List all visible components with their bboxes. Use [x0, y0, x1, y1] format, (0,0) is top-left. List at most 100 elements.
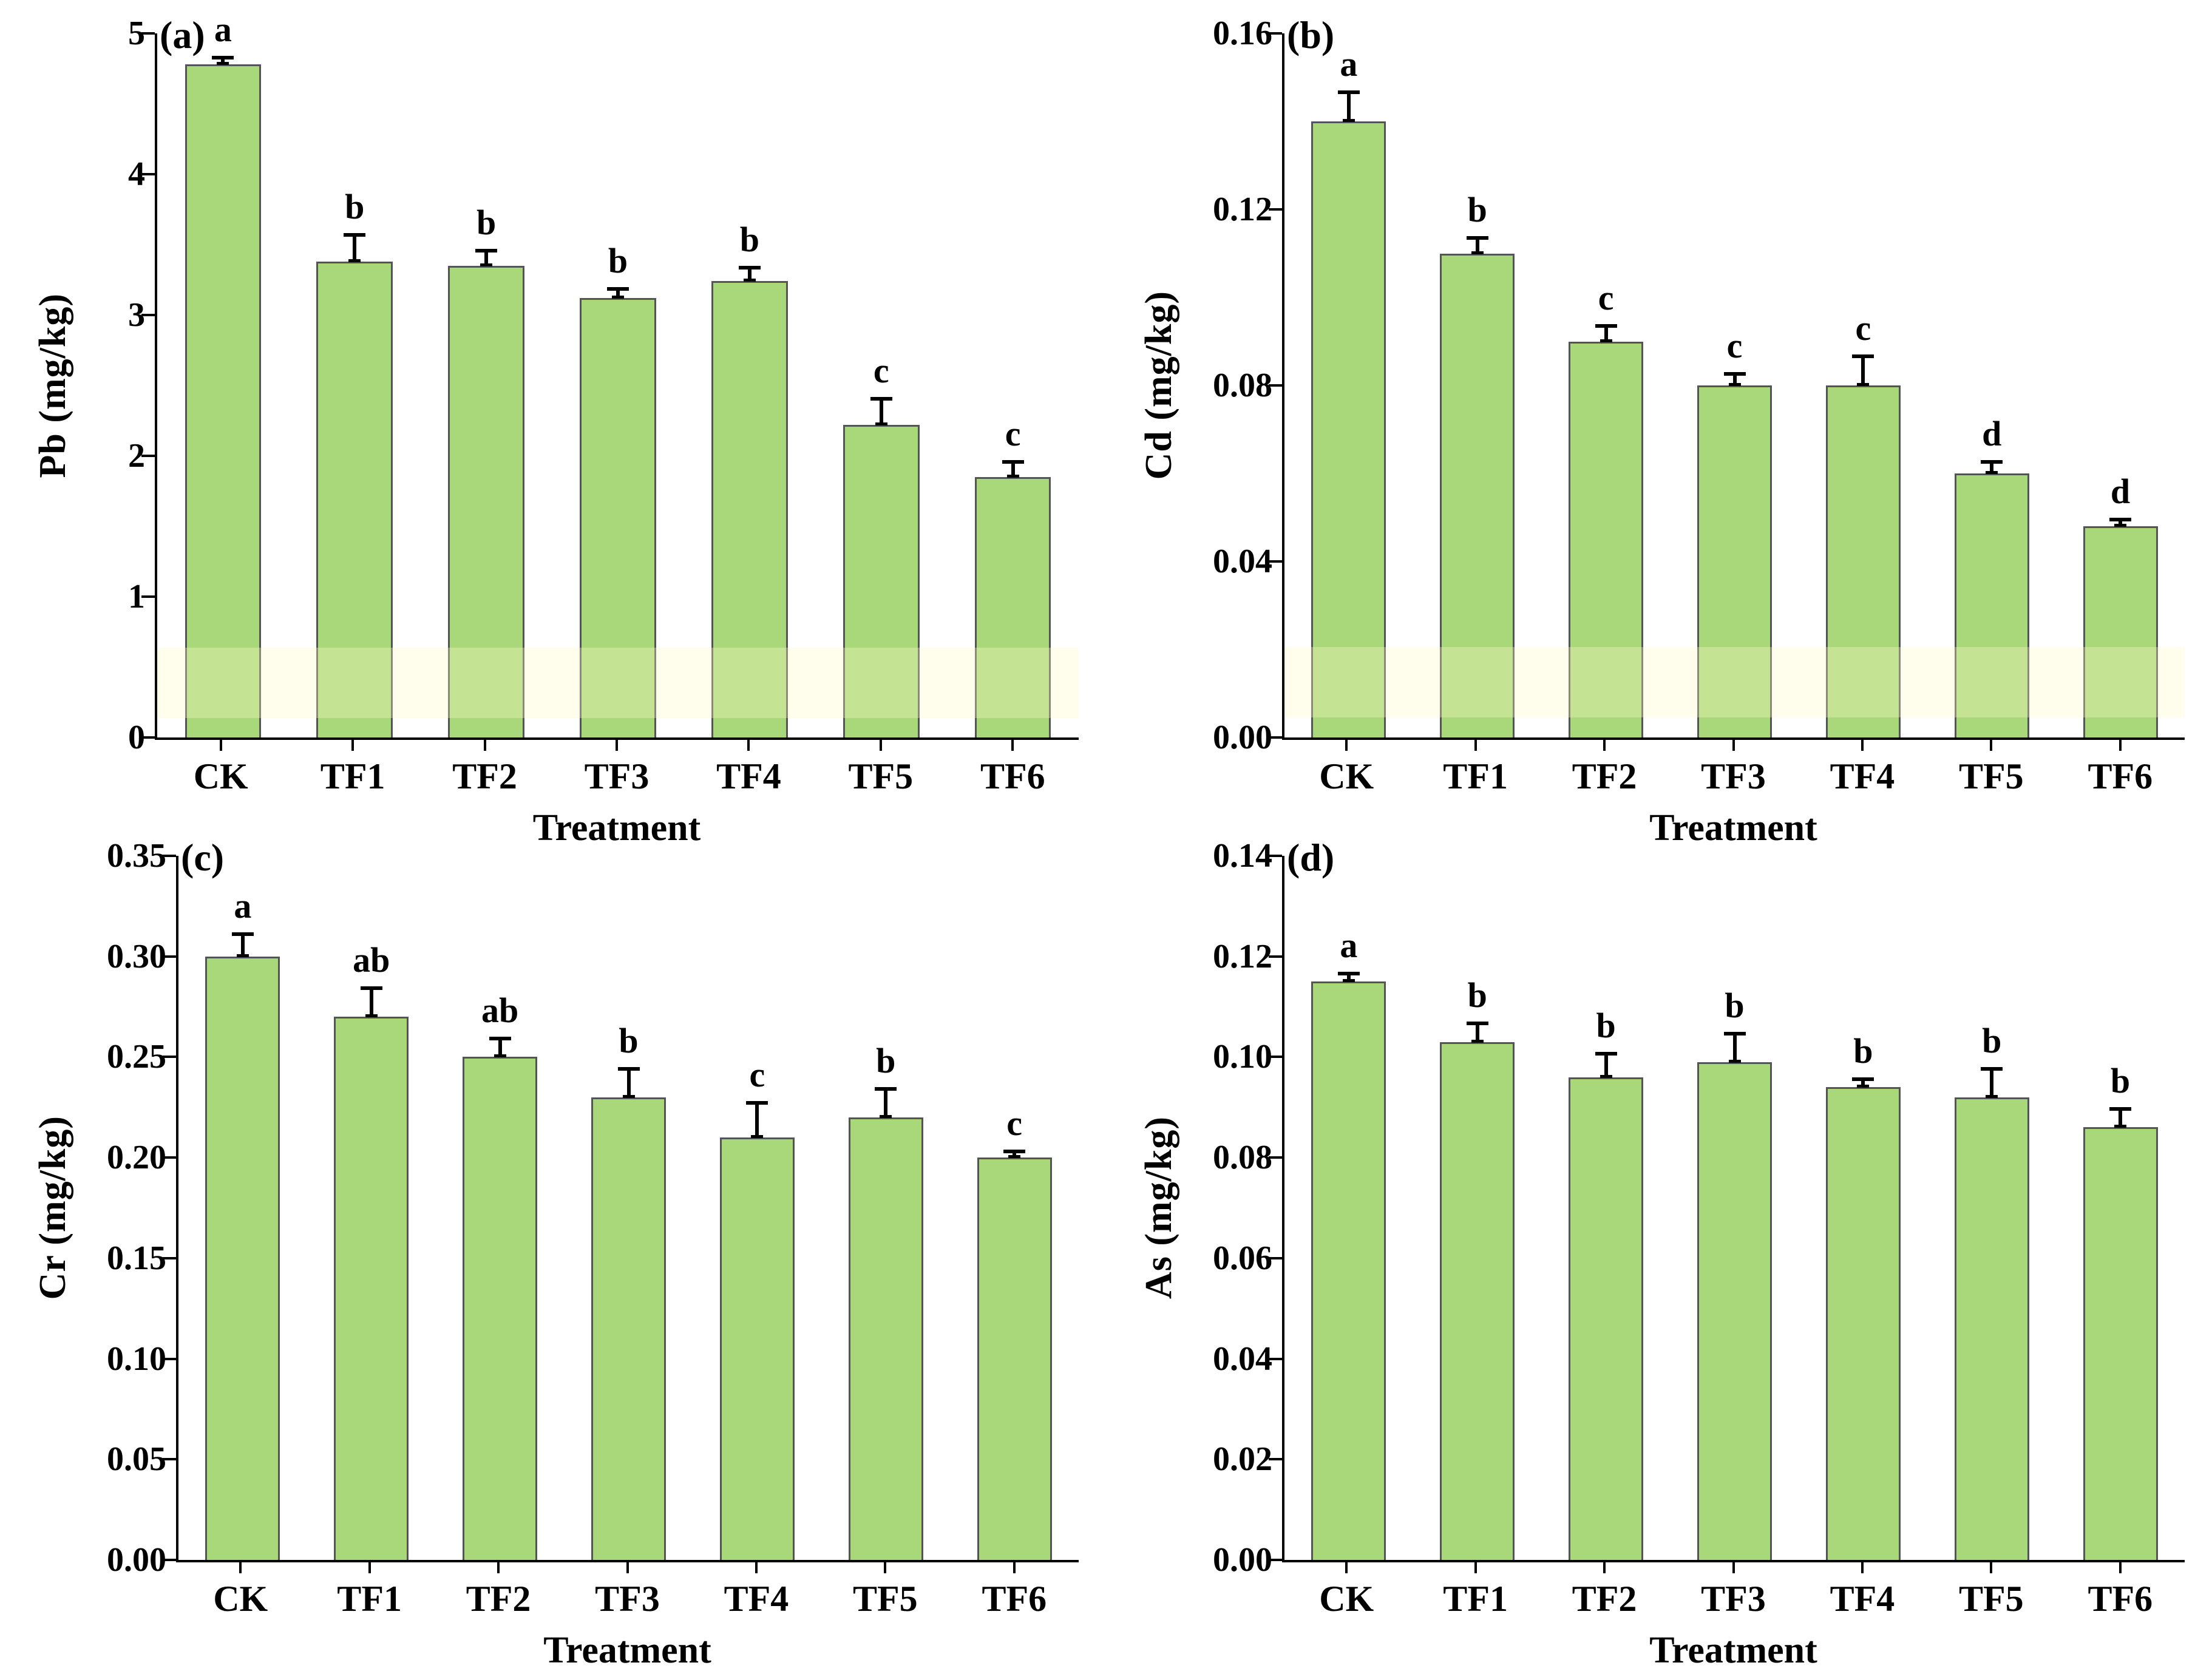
y-tick-label-column: 0.00 0.05 0.10 0.15 0.20 0.25 0.30 0.35	[82, 837, 176, 1579]
error-bar-line	[484, 248, 489, 266]
bar-TF6	[2083, 526, 2158, 737]
x-category-label-TF3: TF3	[1701, 756, 1766, 796]
error-bar-bottom-cap	[751, 1135, 764, 1138]
significance-letter-TF6: d	[2110, 471, 2131, 511]
y-tick-label: 0.04	[1213, 543, 1272, 580]
error-bar-bottom-cap	[612, 296, 624, 299]
bar-TF1	[334, 1017, 409, 1560]
y-tick-label: 0.12	[1213, 191, 1272, 228]
error-bar-bottom-cap	[1471, 1039, 1484, 1043]
error-bar-line	[884, 1087, 888, 1117]
y-axis-label: As (mg/kg)	[1138, 1116, 1179, 1300]
x-axis-label: Treatment	[532, 807, 701, 849]
y-tick-label: 0.00	[1213, 1541, 1272, 1579]
error-bar-bottom-cap	[880, 1114, 892, 1118]
error-bar-TF4	[1852, 354, 1874, 386]
bar-TF6	[2083, 1127, 2158, 1560]
bar-TF2	[463, 1057, 538, 1560]
x-tick-mark	[219, 740, 222, 751]
panel-d-as: As (mg/kg) 0.00 0.02 0.04 0.06 0.08 0.10 0.12 0…	[1106, 822, 2212, 1669]
error-bar-bottom-cap	[236, 954, 249, 957]
y-axis-label-column: As (mg/kg)	[1130, 856, 1188, 1560]
plot-area: (a) a b b b b c c	[141, 12, 1079, 740]
bar-TF1	[1440, 253, 1515, 737]
error-bar-line	[747, 265, 751, 282]
error-bar-top-cap	[1595, 324, 1617, 328]
error-bar-line	[1990, 1067, 1994, 1097]
y-tick-mark	[1269, 208, 1282, 211]
error-bar-bottom-cap	[217, 62, 229, 66]
panel-letter: (d)	[1287, 836, 1335, 879]
x-category-labels: CK TF1 TF2 TF3 TF4 TF5 TF6	[155, 756, 1079, 801]
error-bar-bottom-cap	[1600, 1074, 1612, 1078]
significance-letter-TF3: b	[619, 1021, 639, 1060]
significance-letter-TF3: c	[1726, 326, 1743, 366]
x-category-labels: CK TF1 TF2 TF3 TF4 TF5 TF6	[1282, 1578, 2185, 1623]
error-bar-TF2	[489, 1037, 511, 1058]
error-bar-line	[1475, 1022, 1479, 1042]
error-bar-top-cap	[1003, 1149, 1026, 1153]
error-bar-bottom-cap	[1857, 1085, 1870, 1088]
error-bar-bottom-cap	[875, 422, 887, 425]
y-tick-label-column: 0.00 0.02 0.04 0.06 0.08 0.10 0.12 0.14	[1188, 837, 1282, 1579]
y-tick-mark	[163, 1056, 176, 1059]
x-axis-label: Treatment	[1649, 1630, 1817, 1671]
x-category-labels: CK TF1 TF2 TF3 TF4 TF5 TF6	[176, 1578, 1079, 1623]
error-bar-bottom-cap	[348, 259, 361, 262]
error-bar-top-cap	[607, 286, 629, 291]
plot-area: (c) a ab ab b c b c	[163, 836, 1079, 1562]
error-bar-TF4	[746, 1101, 768, 1138]
plot-area: (d) a b b b b b b	[1269, 836, 2185, 1562]
significance-letter-CK: a	[234, 886, 252, 926]
x-category-label-TF1: TF1	[320, 756, 385, 796]
y-tick-mark	[163, 1458, 176, 1461]
x-tick-mark	[351, 740, 355, 751]
y-tick-mark	[1269, 1357, 1282, 1360]
bar-TF1	[316, 261, 393, 737]
error-bar-top-cap	[360, 986, 382, 991]
x-tick-mark	[368, 1562, 371, 1573]
error-bar-top-cap	[1002, 459, 1024, 464]
y-tick-label: 0.00	[1213, 719, 1272, 756]
plot-column: (d) a b b b b b b CK TF1 TF2 TF3 TF4 TF5 TF6 Treatme…	[1269, 836, 2185, 1671]
x-tick-mark	[1990, 1562, 1993, 1573]
x-category-label-TF2: TF2	[466, 1579, 531, 1619]
significance-letter-TF1: ab	[353, 940, 390, 980]
x-tick-mark	[1474, 1562, 1477, 1573]
x-tick-mark	[1013, 1562, 1016, 1573]
plot-column: (a) a b b b b c c CK TF1 TF2 TF3 TF4 TF5 TF6 Treatme…	[141, 12, 1079, 849]
error-bar-top-cap	[1466, 236, 1488, 240]
panel-letter: (c)	[181, 836, 225, 879]
error-bar-TF2	[1595, 1052, 1617, 1078]
significance-letter-TF3: b	[608, 240, 628, 280]
x-category-label-CK: CK	[1319, 1579, 1374, 1619]
y-tick-label: 0.04	[1213, 1340, 1272, 1378]
x-tick-mark	[2119, 1562, 2122, 1573]
error-bar-line	[2119, 517, 2123, 526]
error-bar-line	[879, 396, 883, 425]
error-bar-bottom-cap	[1342, 979, 1355, 983]
error-bar-TF5	[1981, 1067, 2003, 1098]
y-tick-mark	[163, 855, 176, 857]
error-bar-bottom-cap	[2114, 524, 2127, 527]
error-bar-TF6	[2109, 1107, 2132, 1128]
error-bar-bottom-cap	[494, 1054, 506, 1058]
x-tick-marks	[176, 1562, 1079, 1578]
y-tick-label: 0.35	[107, 837, 166, 875]
x-category-label-TF1: TF1	[1443, 756, 1508, 796]
y-tick-label: 0.16	[1213, 15, 1272, 52]
error-bar-TF4	[738, 265, 761, 282]
x-category-label-TF2: TF2	[452, 756, 517, 796]
significance-letter-TF4: c	[1855, 308, 1871, 348]
error-bar-bottom-cap	[2114, 1125, 2127, 1128]
error-bar-bottom-cap	[480, 263, 493, 266]
error-bar-TF1	[360, 986, 382, 1018]
y-tick-label: 0.15	[107, 1239, 166, 1277]
error-bar-top-cap	[1981, 460, 2003, 464]
bar-TF1	[1440, 1042, 1515, 1560]
x-tick-mark	[1345, 1562, 1348, 1573]
error-bar-TF6	[2109, 517, 2132, 527]
x-tick-mark	[1861, 740, 1864, 751]
y-tick-mark	[163, 1256, 176, 1259]
